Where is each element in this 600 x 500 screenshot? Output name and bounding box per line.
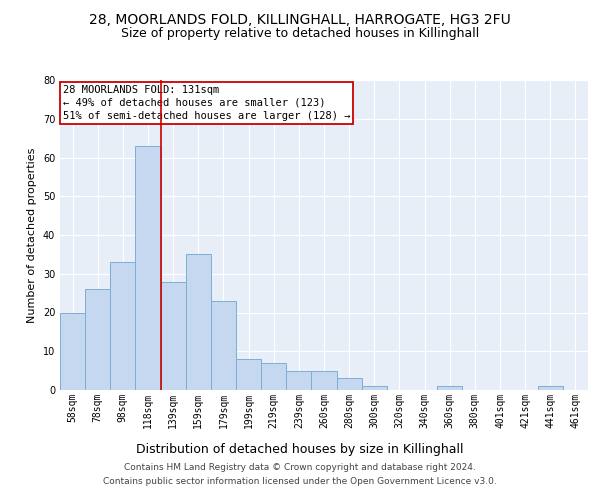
Text: Distribution of detached houses by size in Killinghall: Distribution of detached houses by size … <box>136 442 464 456</box>
Bar <box>261 363 286 390</box>
Bar <box>311 370 337 390</box>
Text: Contains HM Land Registry data © Crown copyright and database right 2024.: Contains HM Land Registry data © Crown c… <box>124 464 476 472</box>
Bar <box>236 359 261 390</box>
Bar <box>437 386 462 390</box>
Text: Size of property relative to detached houses in Killinghall: Size of property relative to detached ho… <box>121 28 479 40</box>
Text: Contains public sector information licensed under the Open Government Licence v3: Contains public sector information licen… <box>103 477 497 486</box>
Bar <box>286 370 311 390</box>
Bar <box>60 312 85 390</box>
Bar <box>110 262 136 390</box>
Bar <box>186 254 211 390</box>
Text: 28, MOORLANDS FOLD, KILLINGHALL, HARROGATE, HG3 2FU: 28, MOORLANDS FOLD, KILLINGHALL, HARROGA… <box>89 12 511 26</box>
Bar <box>85 289 110 390</box>
Bar <box>161 282 186 390</box>
Bar <box>211 301 236 390</box>
Bar <box>337 378 362 390</box>
Y-axis label: Number of detached properties: Number of detached properties <box>27 148 37 322</box>
Text: 28 MOORLANDS FOLD: 131sqm
← 49% of detached houses are smaller (123)
51% of semi: 28 MOORLANDS FOLD: 131sqm ← 49% of detac… <box>62 84 350 121</box>
Bar <box>538 386 563 390</box>
Bar <box>362 386 387 390</box>
Bar <box>136 146 161 390</box>
